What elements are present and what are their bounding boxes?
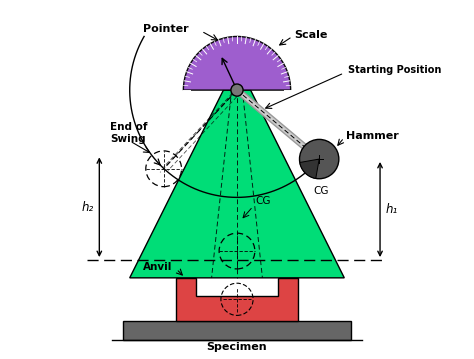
Text: Starting Position: Starting Position [348,65,441,75]
Wedge shape [300,159,319,178]
Text: Specimen: Specimen [207,342,267,352]
Polygon shape [130,90,344,278]
Text: Scale: Scale [294,30,328,39]
Text: h₁: h₁ [385,203,398,216]
Text: End of
Swing: End of Swing [110,122,147,144]
Text: CG: CG [313,186,329,196]
Text: Anvil: Anvil [143,262,173,272]
Circle shape [300,139,339,179]
Bar [123,321,351,340]
Text: CG: CG [255,196,270,206]
Wedge shape [183,37,291,90]
Circle shape [231,84,243,96]
Text: Hammer: Hammer [346,131,399,141]
Text: Pointer: Pointer [143,24,189,34]
Text: h₂: h₂ [82,201,94,214]
Polygon shape [176,278,298,321]
